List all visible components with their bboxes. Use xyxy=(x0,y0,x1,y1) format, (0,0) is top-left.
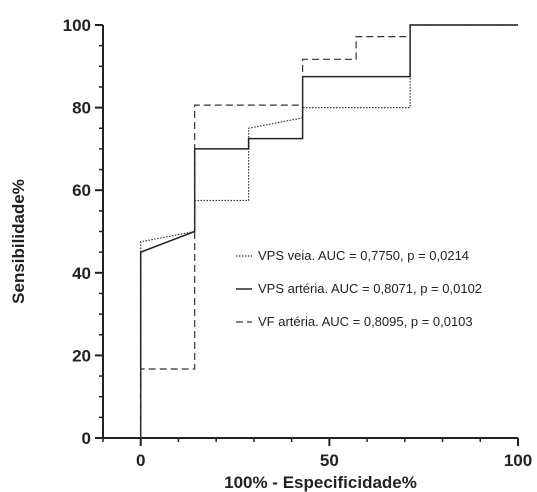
x-tick-label: 100 xyxy=(504,451,532,470)
y-tick-label: 100 xyxy=(63,16,91,35)
axes: 0 20 40 60 80 100 0 50 100 xyxy=(63,16,533,470)
y-axis-title: Sensibilidade% xyxy=(9,179,28,304)
legend-label-1: VPS veia. AUC = 0,7750, p = 0,0214 xyxy=(258,248,469,263)
series-line-2 xyxy=(139,24,518,438)
y-tick-label: 0 xyxy=(82,429,91,448)
x-tick-label: 0 xyxy=(136,451,145,470)
legend-label-2: VPS artéria. AUC = 0,8071, p = 0,0102 xyxy=(258,281,482,296)
series-line-1 xyxy=(140,24,518,438)
legend: VPS veia. AUC = 0,7750, p = 0,0214 VPS ar… xyxy=(236,248,482,329)
y-tick-label: 20 xyxy=(72,346,91,365)
series-layer xyxy=(139,24,518,438)
y-tick-label: 40 xyxy=(72,264,91,283)
series-line-3 xyxy=(140,24,518,438)
x-tick-label: 50 xyxy=(320,451,339,470)
y-tick-label: 60 xyxy=(72,181,91,200)
legend-label-3: VF artéria. AUC = 0,8095, p = 0,0103 xyxy=(258,314,473,329)
x-axis-title: 100% - Especificidade% xyxy=(224,473,417,492)
y-tick-label: 80 xyxy=(72,99,91,118)
